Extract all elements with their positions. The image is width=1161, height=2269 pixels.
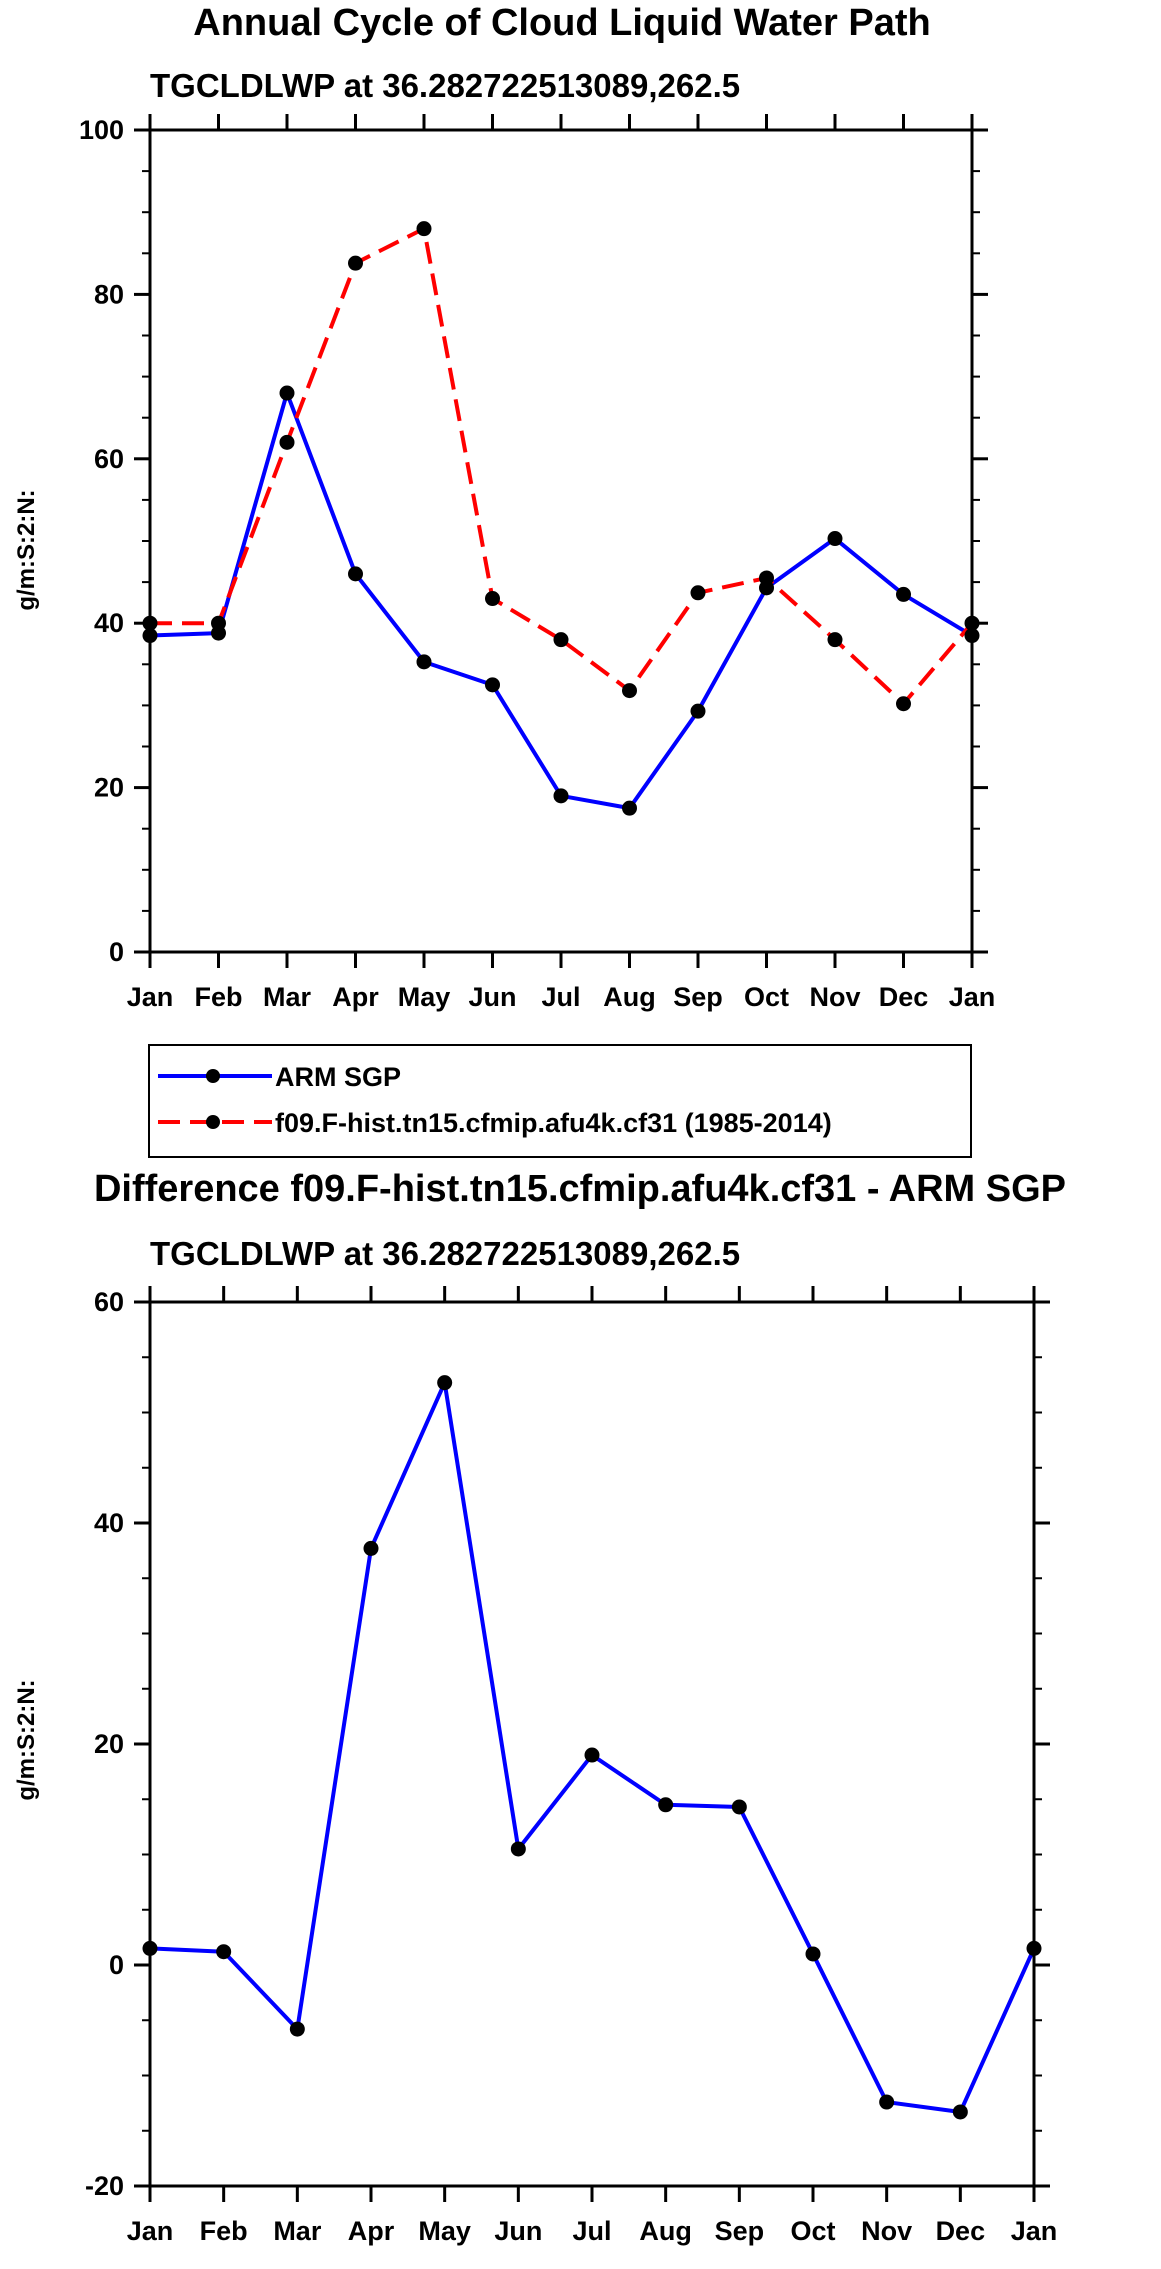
series-1-point <box>485 677 500 693</box>
series-1-point <box>510 1841 526 1857</box>
series-1-point <box>279 385 295 401</box>
y-tick-label: 100 <box>79 115 124 145</box>
x-tick-label: Mar <box>263 982 312 1012</box>
x-tick-label: Dec <box>936 2216 986 2246</box>
y-tick-label: 0 <box>109 937 124 967</box>
y-tick-label: 20 <box>94 1729 124 1759</box>
chart1-y-axis-label: g/m:S:2:N: <box>13 489 40 610</box>
series-1-point <box>216 1944 232 1960</box>
y-tick-label: 20 <box>94 773 124 803</box>
chart1-y-tick-labels: 0 20 40 60 80 100 <box>79 115 124 967</box>
series-2-point <box>896 696 911 712</box>
annual-cycle-chart: Annual Cycle of Cloud Liquid Water Path … <box>13 2 995 1012</box>
legend-marker-model <box>206 1115 220 1129</box>
x-tick-label: Dec <box>879 982 929 1012</box>
chart2-plot-frame <box>148 1300 1036 2188</box>
series-2-point <box>759 570 774 586</box>
x-tick-label: Aug <box>639 2216 691 2246</box>
series-1-point <box>805 1946 821 1962</box>
x-tick-label: Oct <box>744 982 789 1012</box>
y-tick-label: 60 <box>94 1287 124 1317</box>
x-tick-label: Jan <box>1011 2216 1058 2246</box>
series-2-point <box>622 683 637 699</box>
chart2-series-lines <box>149 1380 1036 2114</box>
series-1-point <box>827 531 843 547</box>
chart2-series-points <box>142 1375 1042 2120</box>
x-tick-label: May <box>398 982 451 1012</box>
legend-label-arm-sgp: ARM SGP <box>275 1062 401 1092</box>
y-tick-label: 0 <box>109 1950 124 1980</box>
x-tick-label: Jul <box>541 982 580 1012</box>
chart1-x-tick-labels: Jan Feb Mar Apr May Jun Jul Aug Sep Oct Nov Dec Jan <box>127 982 996 1012</box>
y-tick-label: 40 <box>94 1508 124 1538</box>
series-1-point <box>896 586 911 602</box>
chart1-series-points <box>142 221 980 816</box>
y-tick-label: 80 <box>94 279 124 309</box>
x-tick-label: Jan <box>127 2216 174 2246</box>
series-2-point <box>827 632 843 648</box>
series-1-point <box>289 2021 305 2037</box>
y-tick-label: 40 <box>94 608 124 638</box>
series-1-point <box>348 566 363 582</box>
x-tick-label: Jun <box>494 2216 542 2246</box>
chart1-title: Annual Cycle of Cloud Liquid Water Path <box>193 2 931 44</box>
series-1-point <box>553 788 569 804</box>
series-line-1 <box>149 1380 1036 2114</box>
series-1-point <box>584 1747 600 1763</box>
x-tick-label: Apr <box>348 2216 395 2246</box>
chart2-axis-ticks <box>134 1286 1050 2202</box>
legend-marker-arm-sgp <box>206 1069 220 1083</box>
legend-box <box>148 1044 972 1158</box>
chart1-plot-frame <box>148 128 974 954</box>
x-tick-label: Nov <box>809 982 860 1012</box>
x-tick-label: Jun <box>468 982 516 1012</box>
x-tick-label: Feb <box>194 982 242 1012</box>
series-1-point <box>731 1799 747 1815</box>
x-tick-label: Sep <box>673 982 723 1012</box>
series-2-point <box>485 591 500 607</box>
series-line-1 <box>149 391 974 811</box>
series-1-point <box>437 1375 453 1391</box>
x-tick-label: Jan <box>949 982 996 1012</box>
series-1-point <box>658 1797 674 1813</box>
chart1-axis-ticks <box>134 114 988 968</box>
series-1-point <box>416 654 432 670</box>
chart2-x-tick-labels: Jan Feb Mar Apr May Jun Jul Aug Sep Oct Nov Dec Jan <box>127 2216 1058 2246</box>
chart1-subtitle: TGCLDLWP at 36.282722513089,262.5 <box>150 67 740 104</box>
x-tick-label: Feb <box>200 2216 248 2246</box>
y-tick-label: 60 <box>94 444 124 474</box>
chart2-title: Difference f09.F-hist.tn15.cfmip.afu4k.c… <box>94 1168 1066 1210</box>
legend-label-model: f09.F-hist.tn15.cfmip.afu4k.cf31 (1985-2… <box>275 1108 832 1138</box>
x-tick-label: Nov <box>861 2216 912 2246</box>
chart2-y-axis-label: g/m:S:2:N: <box>13 1679 40 1800</box>
x-tick-label: Apr <box>332 982 379 1012</box>
chart2-subtitle: TGCLDLWP at 36.282722513089,262.5 <box>150 1235 740 1272</box>
series-1-point <box>622 800 637 816</box>
series-1-point <box>363 1540 379 1556</box>
x-tick-label: May <box>418 2216 471 2246</box>
series-2-point <box>348 255 363 271</box>
series-1-point <box>952 2104 968 2120</box>
series-2-point <box>553 632 569 648</box>
x-tick-label: Sep <box>715 2216 765 2246</box>
x-tick-label: Aug <box>603 982 655 1012</box>
difference-chart: Difference f09.F-hist.tn15.cfmip.afu4k.c… <box>13 1168 1066 2246</box>
x-tick-label: Jan <box>127 982 174 1012</box>
series-2-point <box>416 221 432 237</box>
x-tick-label: Oct <box>790 2216 835 2246</box>
series-1-point <box>690 703 706 719</box>
series-1-point <box>879 2094 895 2110</box>
series-2-point <box>211 615 226 631</box>
series-2-point <box>279 434 295 450</box>
x-tick-label: Mar <box>273 2216 322 2246</box>
chart1-legend: ARM SGP f09.F-hist.tn15.cfmip.afu4k.cf31… <box>148 1044 972 1158</box>
series-2-point <box>690 585 706 601</box>
chart2-y-tick-labels: -20 0 20 40 60 <box>85 1287 124 2201</box>
chart1-series-lines <box>149 226 974 811</box>
x-tick-label: Jul <box>572 2216 611 2246</box>
y-tick-label: -20 <box>85 2171 124 2201</box>
